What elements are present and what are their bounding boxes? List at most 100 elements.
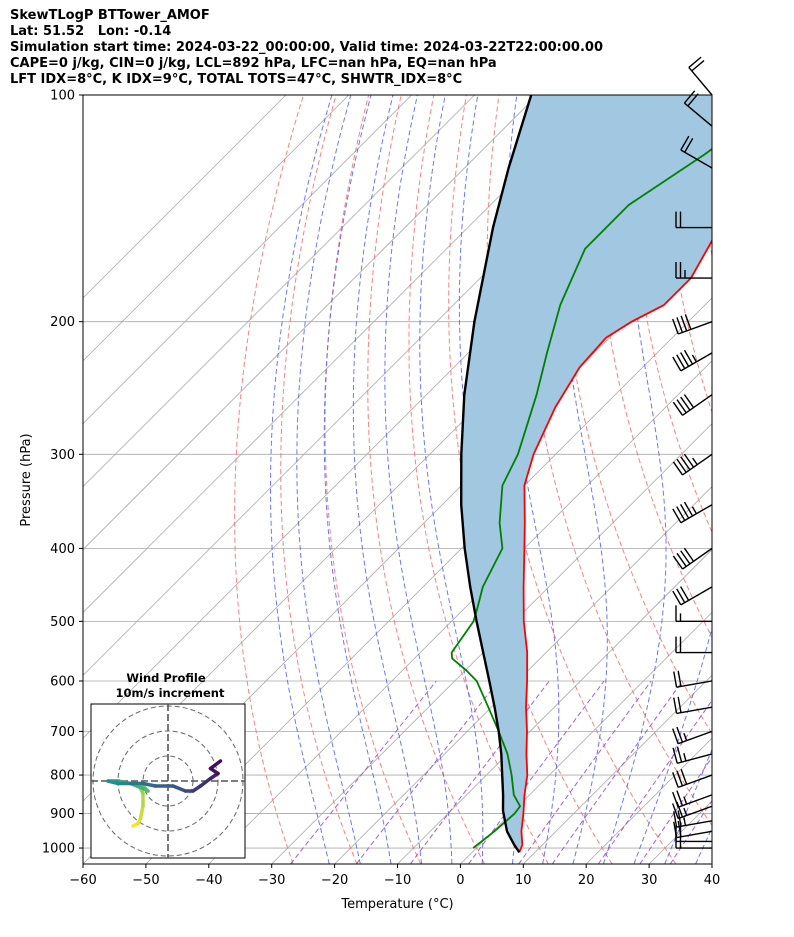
y-tick-label: 600 [50,674,75,689]
mixing-ratio-line [518,680,652,864]
y-axis-label: Pressure (hPa) [19,433,34,526]
barb-half [683,817,687,826]
hodograph-area [91,704,245,858]
barb-half [683,732,688,741]
barb-full [673,821,678,838]
isotherm-line [460,611,712,864]
location-line: Lat: 51.52 Lon: -0.14 [10,24,172,39]
dry-adiabat-line [594,95,712,639]
mixing-ratio-line [409,680,550,864]
wind-barb [673,696,713,715]
wind-barb [680,135,713,169]
mixing-ratio-line [290,680,437,864]
isotherm-line [711,863,712,864]
barb-full [672,356,682,372]
y-tick-label: 700 [50,725,75,740]
y-tick-label: 200 [50,315,75,330]
barb-shaft [682,394,713,416]
title-line: SkewTLogP BTTower_AMOF [10,8,210,23]
dry-adiabat-line [367,95,485,864]
barb-shaft [676,680,713,688]
wind-barb [672,769,713,789]
wind-barb [673,810,713,828]
barb-full [672,590,682,606]
wind-barb [672,790,713,808]
barb-full [683,501,694,517]
barb-shaft [676,830,713,839]
barb-full [676,588,686,603]
barb-full [672,401,684,416]
index-line: LFT IDX=8°C, K IDX=9°C, TOTAL TOTS=47°C,… [10,72,463,87]
barb-shaft [676,820,713,828]
x-tick-label: −50 [132,873,159,888]
barb-shaft [677,805,713,820]
barb-half [683,807,688,816]
moist-adiabats [270,95,712,864]
barb-full [684,314,692,330]
x-tick-label: 0 [456,873,464,888]
dry-adiabat-line [234,95,304,864]
dry-adiabat-line [760,95,794,864]
barb-full [672,508,682,524]
wind-barb [675,605,712,623]
wind-barb [673,670,713,688]
barb-shaft [677,321,713,335]
y-tick-label: 400 [50,542,75,557]
wind-barb [688,56,713,96]
parcel-line [460,95,533,853]
wind-barb [672,547,713,570]
mixing-ratio-line [551,680,684,864]
cin-shading [461,95,712,852]
wind-barb [672,586,713,606]
moist-adiabat-line [352,95,423,864]
x-tick-label: −20 [321,873,348,888]
barb-full [680,550,691,565]
figure-header: SkewTLogP BTTower_AMOF Lat: 51.52 Lon: -… [10,8,603,88]
y-tick-label: 100 [50,89,75,104]
dry-adiabat-line [280,95,358,864]
hodograph-segment [141,781,158,788]
barb-full [672,728,679,744]
dry-adiabat-line [727,95,794,864]
barb-full [676,458,687,473]
isotherm-line [83,95,350,362]
barb-full [677,696,682,713]
wind-barb [675,262,712,279]
barb-full [680,456,691,471]
barb-full [672,791,679,808]
barb-full [673,697,678,714]
barb-shaft [677,730,713,745]
time-line: Simulation start time: 2024-03-22_00:00:… [10,40,603,55]
barb-full [683,394,695,408]
barb-shaft [676,706,713,715]
isotherm-line [271,423,712,864]
y-tick-label: 900 [50,807,75,822]
barb-shaft [688,66,713,96]
barb-full [680,396,691,411]
wind-barb [675,636,712,654]
barb-full [677,820,682,837]
barb-full [680,315,688,332]
wind-barb [672,501,713,524]
barb-full [672,803,679,819]
dry-adiabat-line [661,95,712,414]
moist-adiabat-line [664,748,712,864]
moist-adiabat-line [270,95,333,864]
barb-shaft [682,547,713,570]
x-tick-label: 30 [641,873,658,888]
wind-barb [675,211,712,229]
barb-full [676,354,686,369]
isotherm-line [523,674,712,864]
barb-full [680,504,690,519]
barb-half [683,753,687,762]
barb-shaft [680,149,713,169]
hodograph-title: Wind Profile [126,671,206,685]
isotherm-line [145,297,712,864]
y-tick-label: 300 [50,448,75,463]
barb-full [673,671,678,688]
wind-barb [672,726,713,745]
wind-barb [672,314,713,335]
barb-half [691,354,698,363]
wind-barb [672,453,713,476]
